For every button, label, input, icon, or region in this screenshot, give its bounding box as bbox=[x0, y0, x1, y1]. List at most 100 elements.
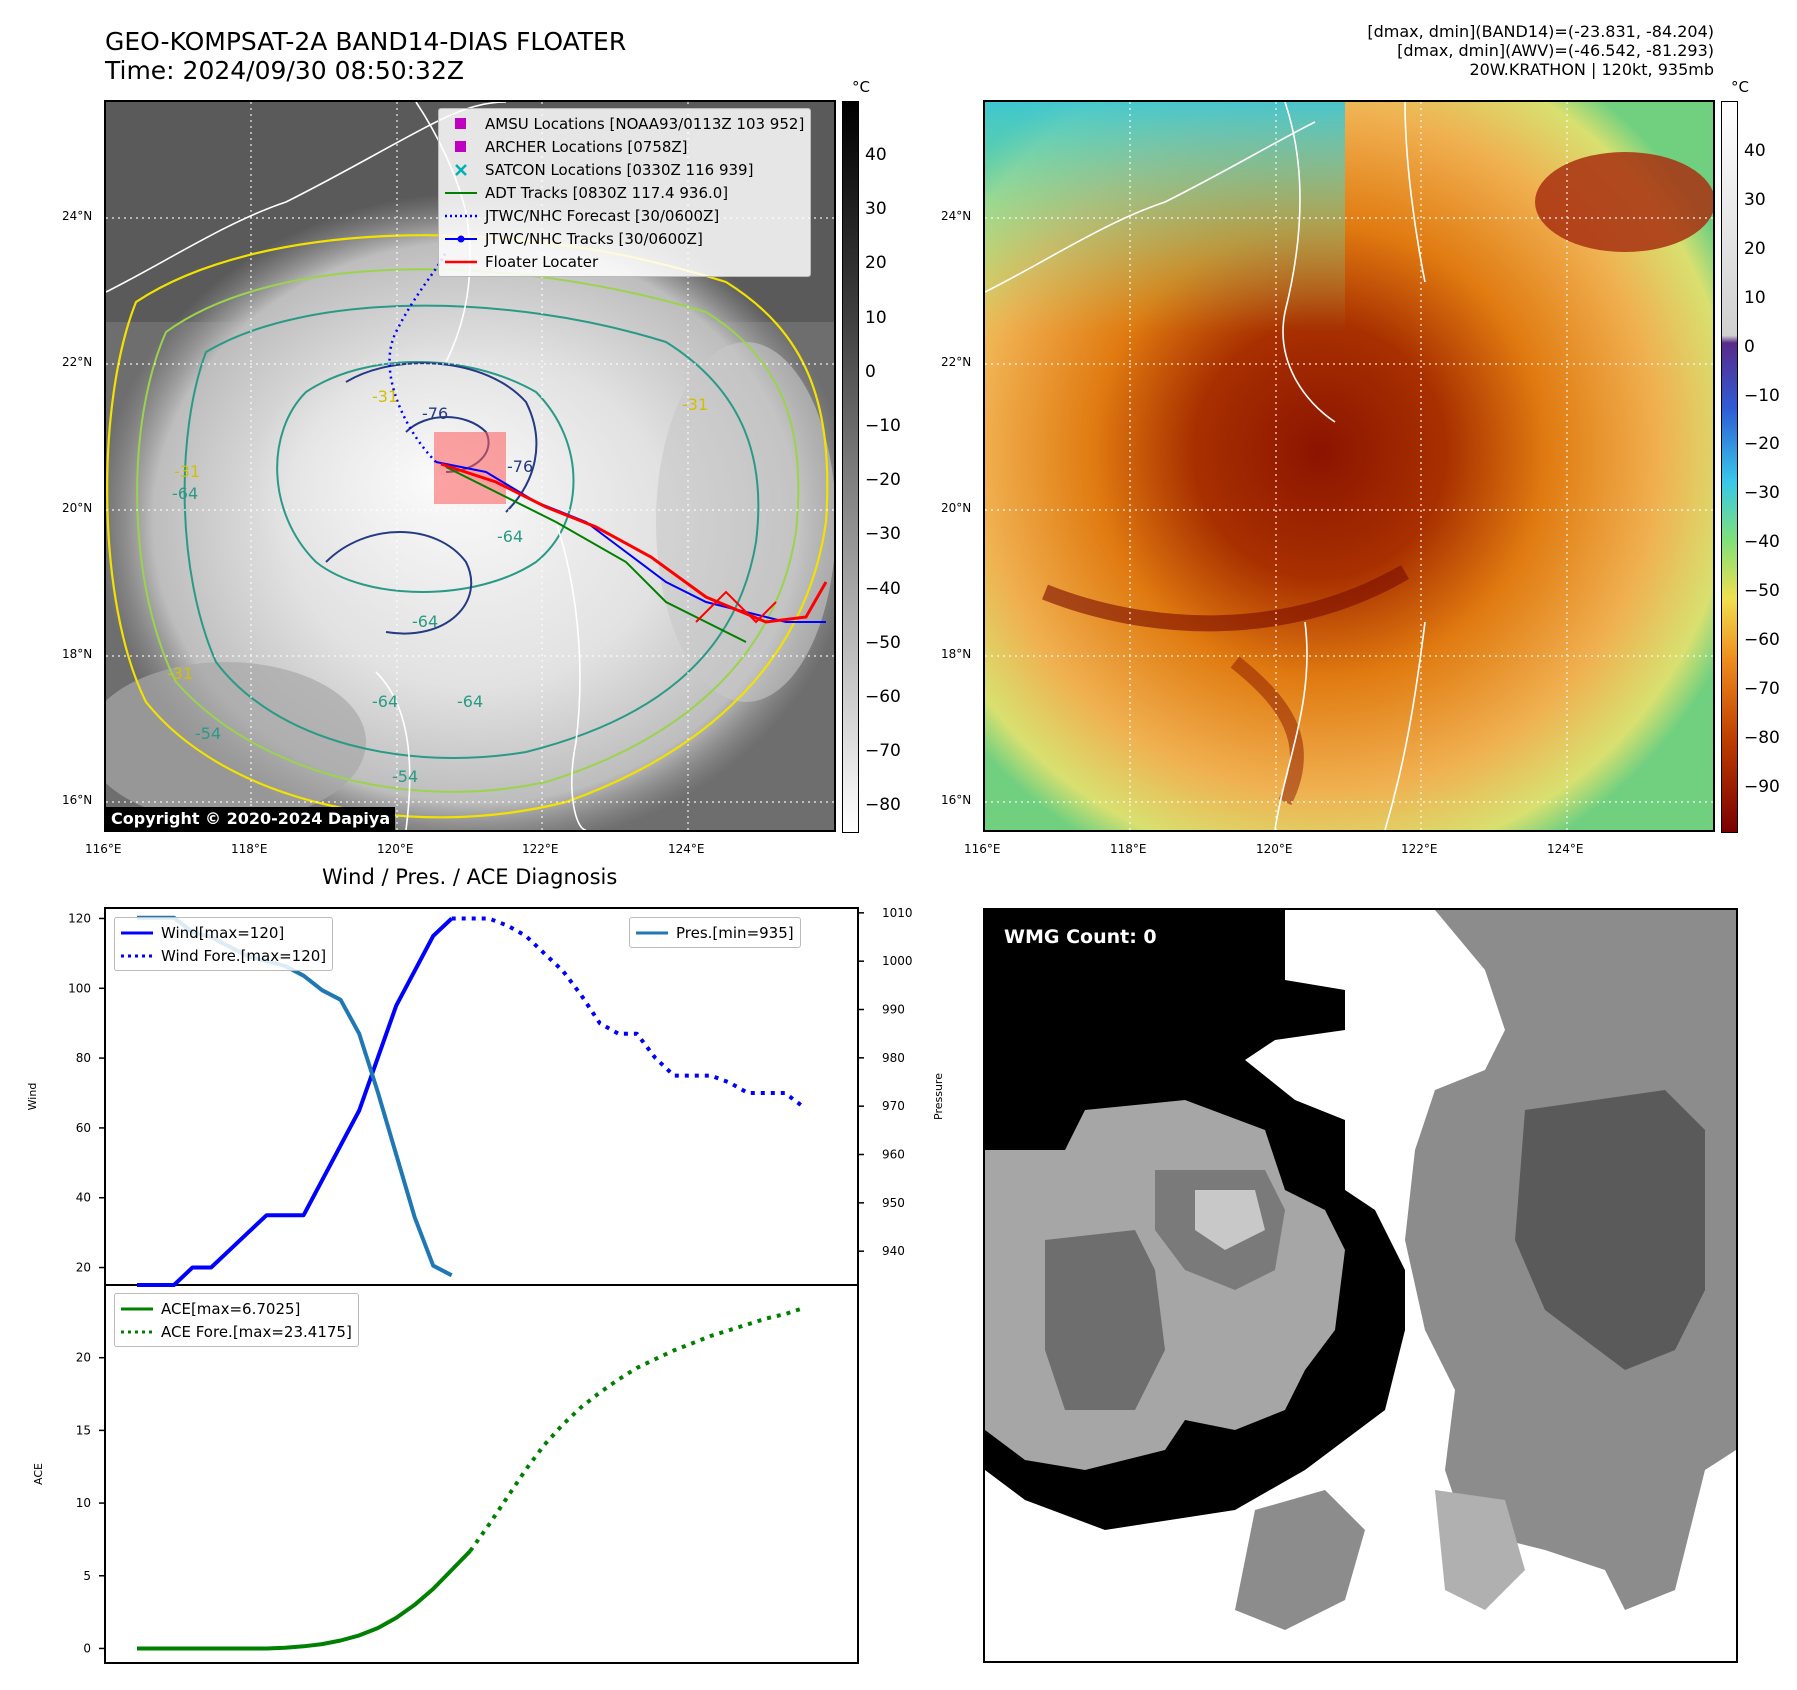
colorbar-tick: 10 bbox=[1744, 287, 1766, 308]
colorbar-tick: −30 bbox=[1744, 483, 1780, 504]
legend-label-jtwc-tracks: JTWC/NHC Tracks [30/0600Z] bbox=[485, 229, 703, 248]
contour-label: -64 bbox=[172, 484, 199, 503]
dotted-line-icon bbox=[445, 209, 477, 223]
legend-item-wind: Wind[max=120] bbox=[121, 921, 326, 944]
stats-info: [dmax, dmin](BAND14)=(-23.831, -84.204) … bbox=[1367, 22, 1714, 79]
pressure-axis-label: Pressure bbox=[932, 1073, 945, 1120]
colorbar-tick: −60 bbox=[1744, 630, 1780, 650]
lon-label: 124°E bbox=[668, 842, 705, 856]
lat-label: 20°N bbox=[62, 501, 93, 515]
colorbar-tick: −90 bbox=[1744, 776, 1780, 797]
wind-ytick-label: 80 bbox=[76, 1051, 91, 1065]
legend-item-jtwc-forecast: JTWC/NHC Forecast [30/0600Z] bbox=[445, 204, 804, 227]
pressure-ytick-label: 980 bbox=[882, 1051, 905, 1065]
colorbar-tick: 20 bbox=[865, 253, 887, 274]
legend-item-floater: Floater Locater bbox=[445, 250, 804, 273]
colorbar-tick: 0 bbox=[1744, 336, 1755, 357]
colorbar-tick: −10 bbox=[1744, 385, 1780, 406]
dotted-line-icon bbox=[121, 1325, 153, 1339]
contour-label: -31 bbox=[682, 395, 709, 414]
ace-series-line-0 bbox=[137, 1549, 472, 1651]
colorbar-tick: −70 bbox=[1744, 678, 1780, 699]
pressure-ytick-label: 990 bbox=[882, 1003, 905, 1017]
lon-label: 116°E bbox=[85, 842, 122, 856]
line-marker-icon bbox=[445, 255, 477, 269]
lat-label: 16°N bbox=[62, 793, 93, 807]
ace-ytick-label: 0 bbox=[83, 1641, 91, 1655]
colorbar-tick: −40 bbox=[1744, 532, 1780, 553]
ir-colorbar bbox=[842, 101, 859, 833]
wind-ytick-label: 40 bbox=[76, 1191, 91, 1205]
diagnosis-title: Wind / Pres. / ACE Diagnosis bbox=[322, 865, 618, 889]
ir-map-panel: Copyright © 2020-2024 Dapiya AMSU Locati… bbox=[104, 100, 836, 832]
ir-colorbar-unit: °C bbox=[852, 78, 870, 96]
wmg-panel: WMG Count: 0 bbox=[983, 908, 1738, 1663]
wind-legend: Wind[max=120] Wind Fore.[max=120] bbox=[114, 917, 334, 971]
pressure-ytick-label: 950 bbox=[882, 1196, 905, 1210]
legend-item-adt: ADT Tracks [0830Z 117.4 936.0] bbox=[445, 181, 804, 204]
colorbar-tick: −80 bbox=[1744, 727, 1780, 748]
colorbar-tick: 0 bbox=[865, 361, 876, 382]
legend-label-archer: ARCHER Locations [0758Z] bbox=[485, 137, 688, 156]
pressure-ytick-label: 1010 bbox=[882, 906, 913, 920]
colorbar-tick: 30 bbox=[1744, 189, 1766, 210]
storm-info: 20W.KRATHON | 120kt, 935mb bbox=[1469, 60, 1714, 79]
legend-label-wind: Wind[max=120] bbox=[161, 923, 285, 942]
lat-label: 24°N bbox=[62, 209, 93, 223]
colorbar-tick: 10 bbox=[865, 307, 887, 328]
figure-title-line1: GEO-KOMPSAT-2A BAND14-DIAS FLOATER bbox=[105, 27, 627, 56]
colorbar-tick: −70 bbox=[865, 741, 901, 762]
colorbar-tick: 20 bbox=[1744, 238, 1766, 259]
square-marker-icon bbox=[445, 140, 477, 154]
line-marker-icon bbox=[636, 926, 668, 940]
legend-label-jtwc-forecast: JTWC/NHC Forecast [30/0600Z] bbox=[485, 206, 720, 225]
legend-label-ace-forecast: ACE Fore.[max=23.4175] bbox=[161, 1322, 352, 1341]
wind-ytick-label: 20 bbox=[76, 1261, 91, 1275]
series-line-0 bbox=[137, 917, 454, 1287]
lat-label: 16°N bbox=[941, 793, 972, 807]
contour-label: -76 bbox=[507, 457, 534, 476]
line-marker-icon bbox=[121, 926, 153, 940]
square-marker-icon bbox=[445, 117, 477, 131]
legend-item-ace-forecast: ACE Fore.[max=23.4175] bbox=[121, 1320, 352, 1343]
series-line-2 bbox=[137, 915, 453, 1278]
legend-label-amsu: AMSU Locations [NOAA93/0113Z 103 952] bbox=[485, 114, 805, 133]
contour-label: -54 bbox=[195, 724, 222, 743]
awv-map-image bbox=[985, 102, 1713, 830]
x-marker-icon bbox=[445, 163, 477, 177]
legend-label-wind-forecast: Wind Fore.[max=120] bbox=[161, 946, 327, 965]
colorbar-tick: −20 bbox=[1744, 434, 1780, 455]
figure-title-line2: Time: 2024/09/30 08:50:32Z bbox=[105, 56, 464, 85]
ace-legend: ACE[max=6.7025] ACE Fore.[max=23.4175] bbox=[114, 1293, 359, 1347]
pressure-legend: Pres.[min=935] bbox=[629, 917, 801, 948]
awv-colorbar bbox=[1721, 101, 1738, 833]
colorbar-tick: −50 bbox=[865, 632, 901, 653]
lon-label: 122°E bbox=[522, 842, 559, 856]
awv-colorbar-unit: °C bbox=[1731, 78, 1749, 96]
legend-label-pressure: Pres.[min=935] bbox=[676, 923, 794, 942]
lon-label: 124°E bbox=[1547, 842, 1584, 856]
contour-label: -64 bbox=[372, 692, 399, 711]
awv-map-panel bbox=[983, 100, 1715, 832]
ace-ytick-label: 15 bbox=[76, 1423, 91, 1437]
colorbar-tick: 40 bbox=[865, 145, 887, 165]
contour-label: -31 bbox=[372, 387, 399, 406]
line-dot-marker-icon bbox=[445, 232, 477, 246]
contour-label: -76 bbox=[422, 404, 449, 423]
lat-label: 22°N bbox=[62, 355, 93, 369]
ace-plot-frame bbox=[104, 1284, 859, 1664]
lat-label: 24°N bbox=[941, 209, 972, 223]
diagnosis-chart: 2040608010012094095096097098099010001010… bbox=[26, 906, 945, 1664]
legend-label-ace: ACE[max=6.7025] bbox=[161, 1299, 301, 1318]
lon-label: 118°E bbox=[231, 842, 268, 856]
colorbar-tick: −60 bbox=[865, 687, 901, 707]
pressure-ytick-label: 1000 bbox=[882, 954, 913, 968]
legend-item-satcon: SATCON Locations [0330Z 116 939] bbox=[445, 158, 804, 181]
wind-ytick-label: 100 bbox=[68, 981, 91, 995]
wmg-image bbox=[985, 910, 1736, 1661]
ace-ytick-label: 20 bbox=[76, 1351, 91, 1365]
lon-label: 122°E bbox=[1401, 842, 1438, 856]
legend-label-floater: Floater Locater bbox=[485, 252, 599, 271]
ace-ytick-label: 10 bbox=[76, 1496, 91, 1510]
colorbar-tick: −20 bbox=[865, 470, 901, 491]
